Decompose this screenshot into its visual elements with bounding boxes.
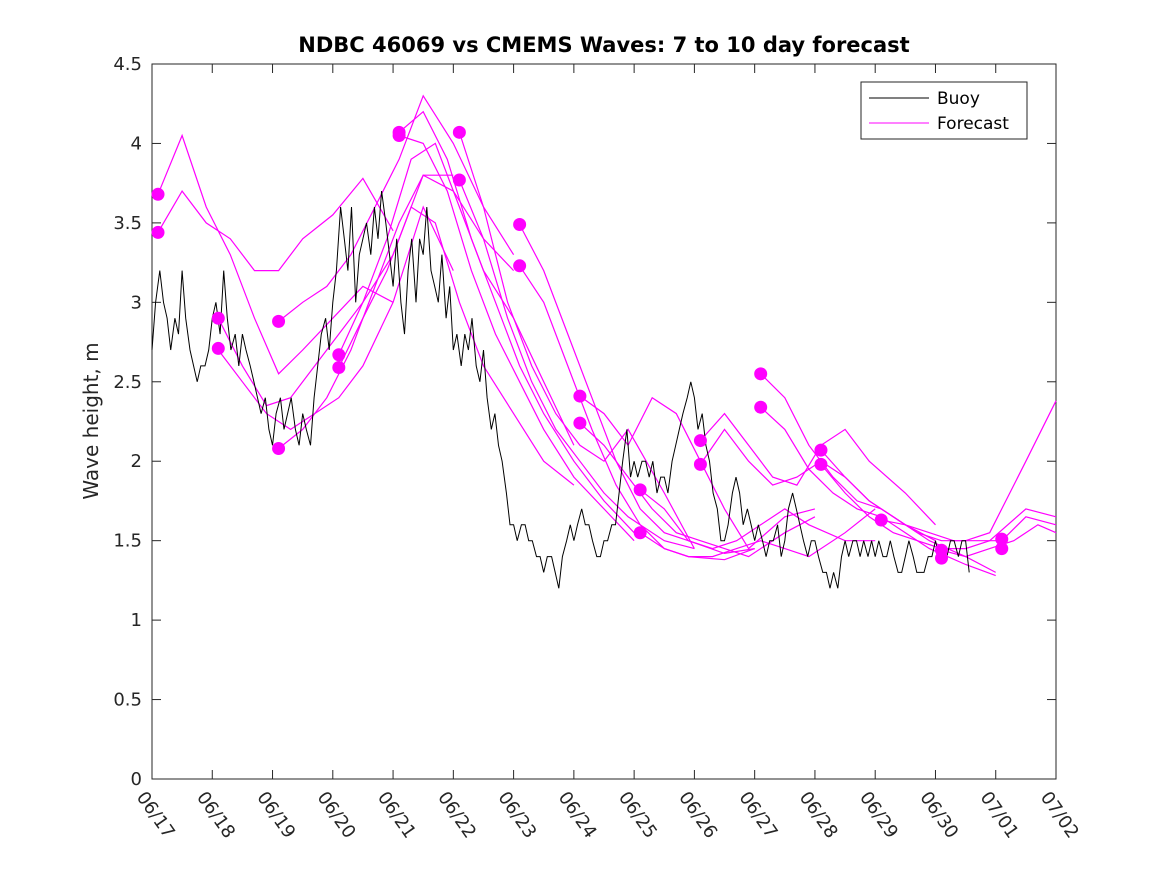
legend-box [860,81,1028,140]
forecast-marker [754,400,768,414]
forecast-line [217,205,454,431]
y-tick-label: 2.5 [113,372,142,393]
forecast-marker [995,532,1009,546]
y-tick-label: 1 [131,610,142,631]
forecast-line [639,489,876,550]
y-tick-label: 0.5 [113,690,142,711]
legend-forecast-label: Forecast [937,114,1009,134]
forecast-marker [272,314,286,328]
forecast-line [579,395,816,550]
buoy-line [151,191,970,589]
forecast-line [820,464,1057,550]
legend: Buoy Forecast [860,81,1028,140]
forecast-line [639,508,876,558]
forecast-marker [814,457,828,471]
forecast-marker [693,434,707,448]
y-axis-label: Wave height, m [79,342,103,499]
forecast-line [398,110,635,534]
forecast-marker [513,259,527,273]
forecast-marker [633,483,647,497]
forecast-line [278,94,515,322]
forecast-line [519,265,755,561]
y-tick-label: 1.5 [113,531,142,552]
forecast-marker [754,367,768,381]
forecast-marker [513,217,527,231]
forecast-marker [211,311,225,325]
forecast-marker [151,225,165,239]
forecast-line [820,400,1057,542]
forecast-marker [633,526,647,540]
forecast-marker [151,187,165,201]
forecast-line [157,177,394,272]
chart-title: NDBC 46069 vs CMEMS Waves: 7 to 10 day f… [298,33,909,57]
forecast-line [157,133,394,375]
forecast-marker [452,125,466,139]
forecast-marker [995,542,1009,556]
forecast-line [579,422,816,558]
forecast-line [458,132,695,549]
forecast-marker [332,348,346,362]
y-tick-label: 4.5 [113,54,142,75]
forecast-line [398,134,635,542]
forecast-marker [874,513,888,527]
y-tick-label: 3 [131,292,142,313]
legend-buoy-label: Buoy [937,89,980,109]
forecast-line [338,142,575,446]
forecast-marker [693,457,707,471]
y-tick-label: 0 [131,769,142,790]
forecast-marker [573,416,587,430]
forecast-marker [392,129,406,142]
forecast-line [338,206,575,486]
y-tick-label: 2 [131,451,142,472]
forecast-line [699,412,936,526]
forecast-marker [332,360,346,374]
forecast-marker [452,173,466,187]
forecast-marker [573,389,587,403]
forecast-marker [211,341,225,355]
forecast-marker [272,442,286,456]
forecast-line [278,174,515,449]
plot-area: 00.511.522.533.544.506/17 06/18 06/19 06/20… [113,54,1083,842]
forecast-marker [934,551,948,565]
forecast-line [458,179,695,550]
y-tick-label: 3.5 [113,213,142,234]
forecast-marker [814,443,828,457]
y-tick-label: 4 [131,133,142,154]
plot-box [151,63,1057,780]
